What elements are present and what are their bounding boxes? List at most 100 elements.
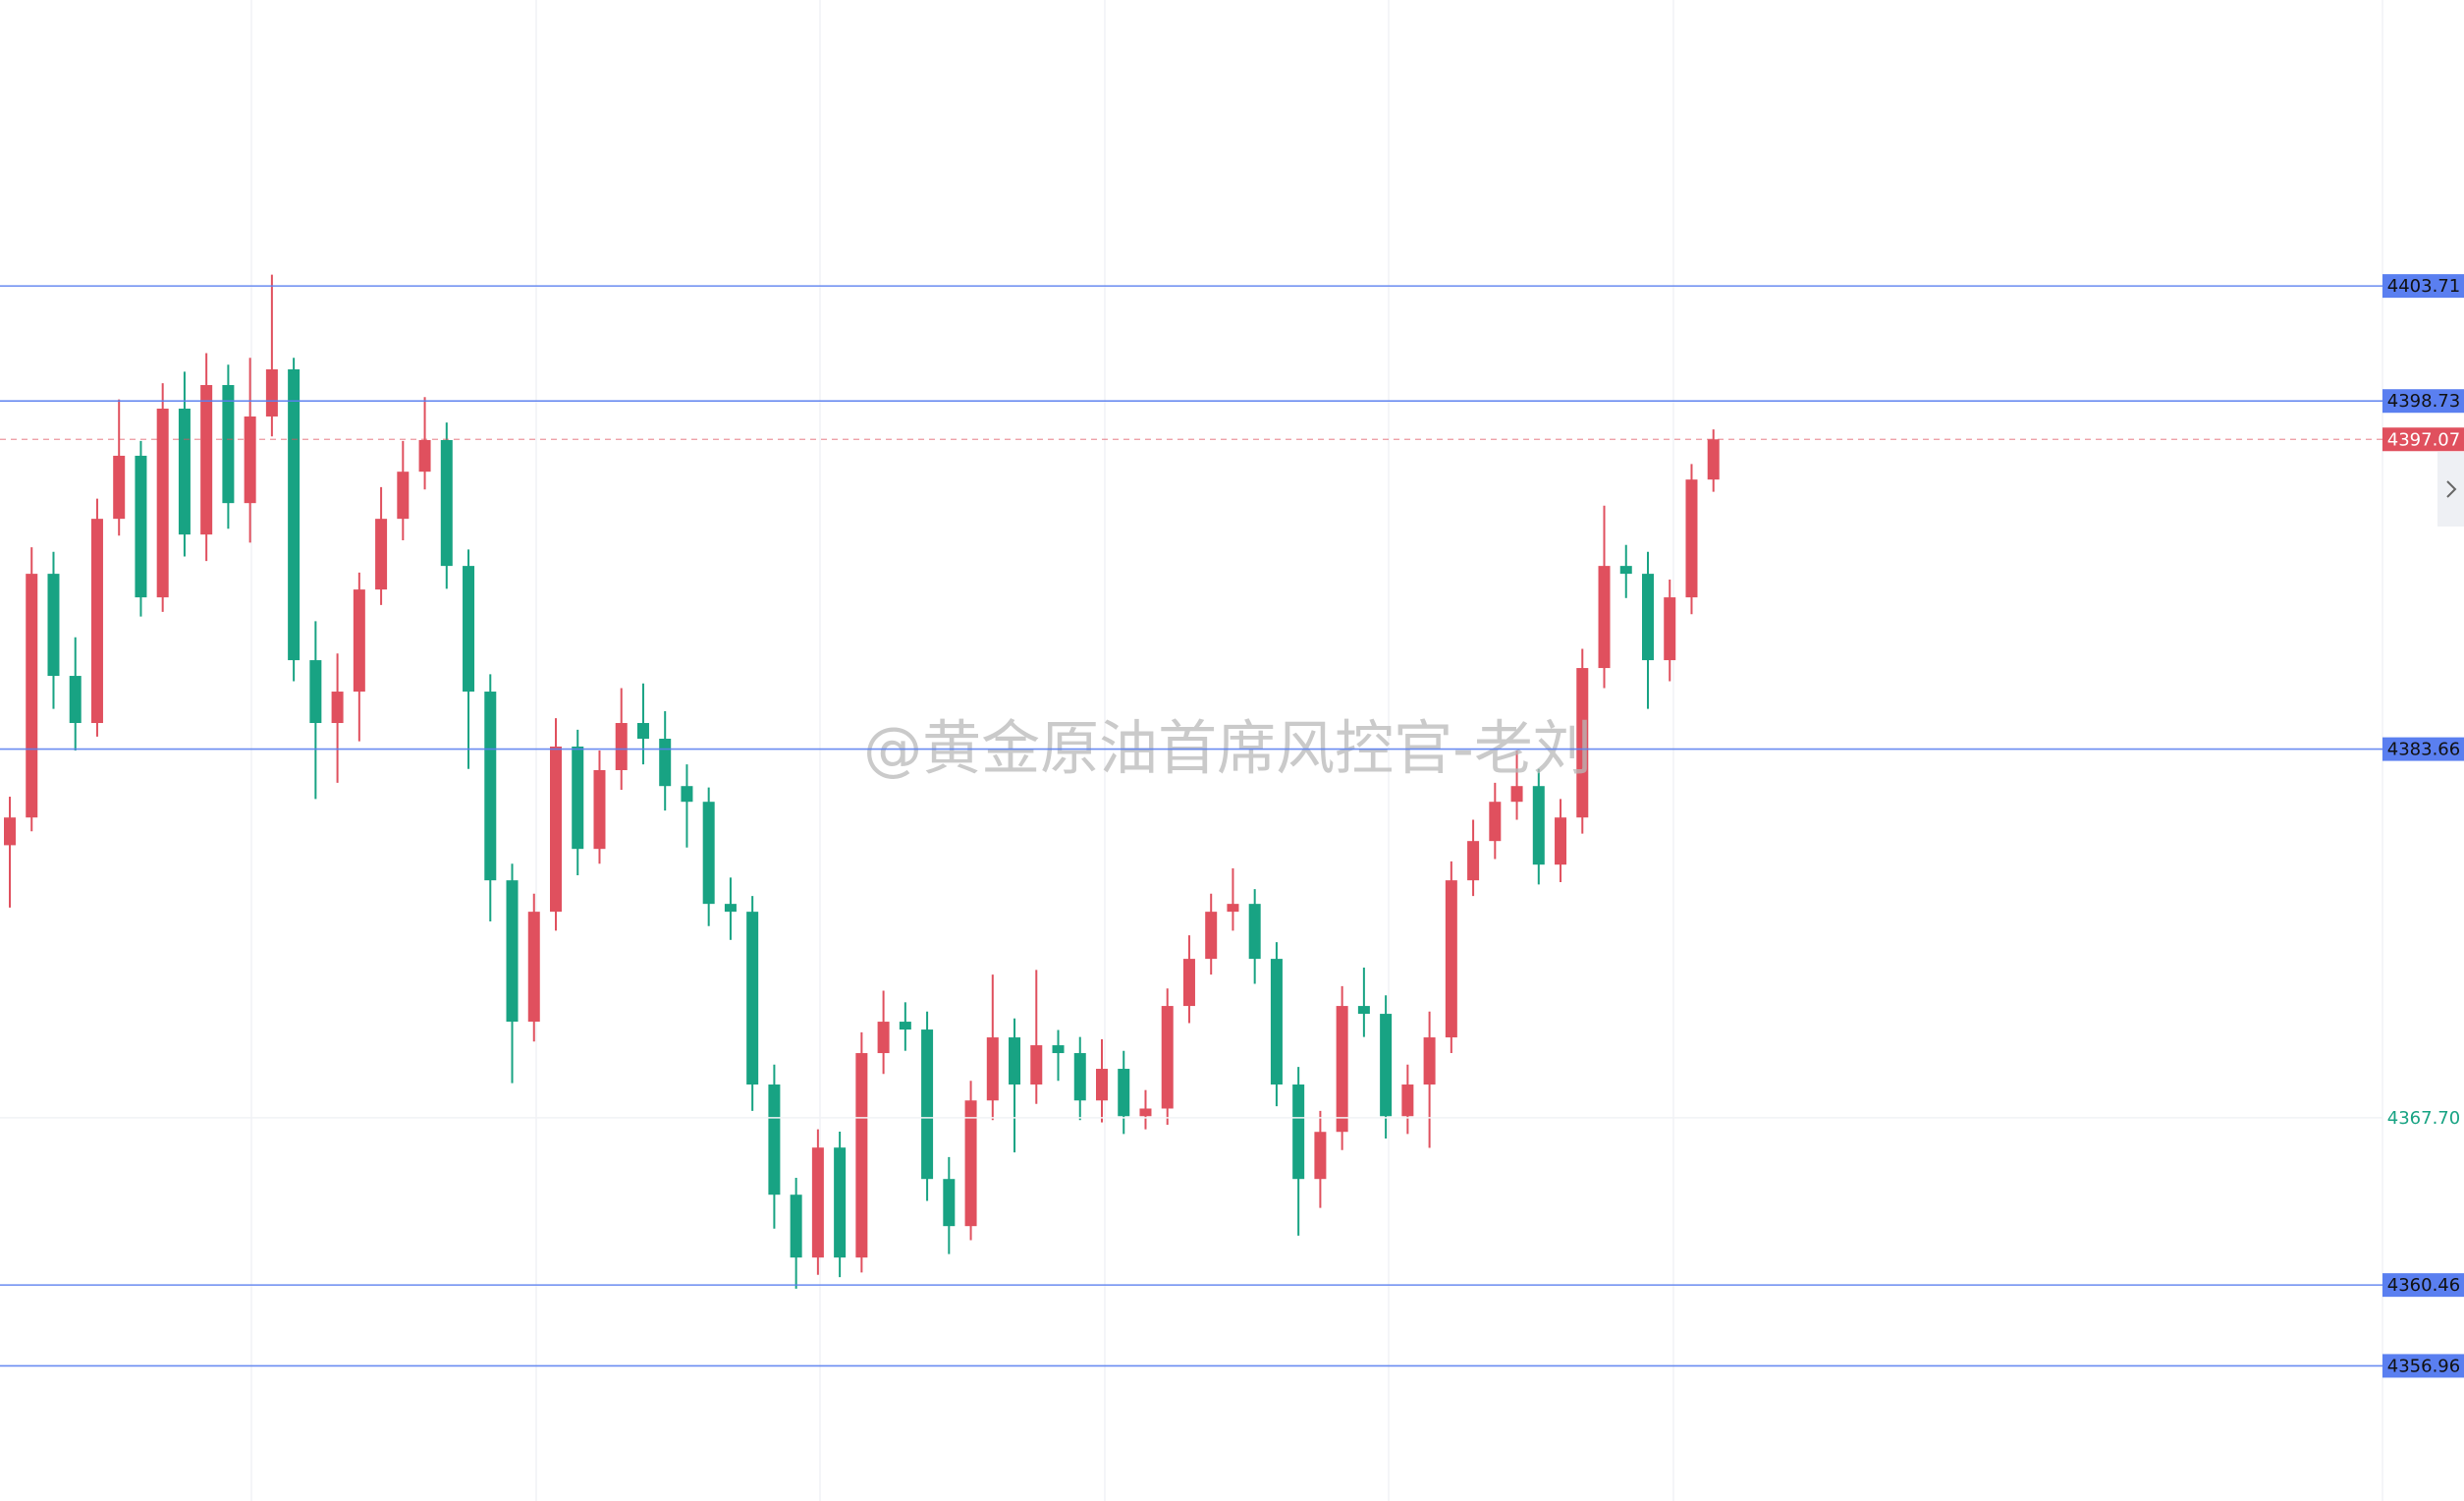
candle-body (877, 1022, 890, 1054)
candle-body (1073, 1053, 1086, 1101)
candle-body (986, 1037, 999, 1101)
candle-body (943, 1179, 956, 1227)
candle-body (1619, 566, 1632, 575)
price-line-box (2382, 1354, 2464, 1378)
candle-body (1401, 1084, 1414, 1117)
price-line-box (2382, 274, 2464, 299)
candle-body (834, 1147, 847, 1258)
candle-body (746, 912, 759, 1085)
candle-body (1510, 786, 1523, 803)
candle-body (353, 589, 365, 693)
candle-body (1030, 1045, 1043, 1085)
candle-body (288, 369, 301, 661)
price-line-label: 4383.66 (2387, 740, 2460, 760)
candle-body (440, 439, 453, 567)
price-line-label: 4403.71 (2387, 276, 2460, 297)
candle-body (964, 1100, 977, 1227)
candle-body (1336, 1006, 1348, 1133)
candle-body (418, 439, 431, 473)
candle-body (921, 1029, 934, 1180)
candle-body (855, 1053, 868, 1258)
current-price-label: 4397.07 (2387, 429, 2460, 450)
candle-body (899, 1022, 911, 1030)
candle-body (1118, 1069, 1130, 1117)
candle-body (1314, 1132, 1327, 1180)
candle-body (200, 384, 213, 535)
candle-body (1161, 1006, 1174, 1109)
candle-body (1532, 786, 1545, 865)
candle-body (156, 408, 169, 598)
candle-body (1270, 959, 1283, 1085)
price-line-box (2382, 1273, 2464, 1298)
candle-body (1380, 1014, 1393, 1117)
candle-body (265, 369, 278, 417)
candle-body (1707, 439, 1720, 480)
candle-body (702, 802, 715, 905)
candle-body (397, 472, 410, 520)
candle-body (615, 723, 628, 770)
price-line-label: 4356.96 (2387, 1356, 2460, 1376)
candle-body (636, 723, 649, 740)
candle-body (1205, 912, 1218, 960)
candle-body (724, 904, 737, 913)
candles (4, 274, 1720, 1289)
candle-body (527, 912, 540, 1023)
candle-body (550, 747, 562, 913)
candle-body (1182, 959, 1195, 1007)
candle-body (1227, 904, 1239, 913)
candle-body (26, 574, 38, 818)
candle-body (1052, 1045, 1065, 1054)
candle-body (1555, 817, 1567, 865)
candle-body (484, 692, 497, 881)
candle-body (1467, 841, 1480, 881)
candle-body (4, 817, 16, 846)
candle-body (113, 455, 126, 520)
candle-body (1248, 904, 1261, 960)
collapse-arrow[interactable] (2446, 480, 2457, 498)
candle-body (1598, 566, 1611, 669)
candle-body (790, 1195, 802, 1258)
candle-body (1445, 880, 1457, 1038)
candle-body (1642, 574, 1654, 661)
candle-body (1139, 1108, 1152, 1117)
candle-body (1009, 1037, 1021, 1085)
price-line-box (2382, 389, 2464, 414)
current-price-box (2382, 427, 2464, 452)
candle-body (309, 660, 322, 724)
candle-body (572, 747, 584, 850)
candle-body (47, 574, 60, 677)
time-grid (250, 0, 2383, 1501)
candle-body (1664, 597, 1676, 661)
candle-body (506, 880, 519, 1023)
candle-body (90, 519, 103, 724)
candle-body (244, 416, 256, 504)
price-labels: 4403.71 4398.73 4383.66 4360.46 4356.96 4397.… (0, 274, 2464, 1378)
candle-body (69, 676, 82, 724)
candle-body (222, 384, 235, 504)
price-line-label: 4360.46 (2387, 1275, 2460, 1296)
candle-body (1357, 1006, 1370, 1015)
candle-body (593, 769, 606, 850)
candle-body (1489, 802, 1502, 842)
candle-body (811, 1147, 824, 1258)
marker-price-label: 4367.70 (2387, 1108, 2460, 1129)
candle-body (463, 566, 475, 693)
candle-body (768, 1084, 781, 1195)
candle-body (1292, 1084, 1305, 1180)
candle-body (331, 692, 344, 724)
candle-body (1685, 479, 1698, 598)
candle-body (659, 739, 672, 787)
candle-body (178, 408, 191, 535)
candle-body (1576, 668, 1589, 818)
candle-body (1423, 1037, 1436, 1085)
candle-body (375, 519, 388, 590)
collapse-button-bg[interactable] (2437, 452, 2464, 527)
collapse-button[interactable] (2437, 452, 2464, 527)
candle-body (1096, 1069, 1108, 1101)
candle-body (681, 786, 693, 803)
price-line-label: 4398.73 (2387, 391, 2460, 412)
price-line-box (2382, 737, 2464, 761)
candle-body (135, 455, 147, 598)
